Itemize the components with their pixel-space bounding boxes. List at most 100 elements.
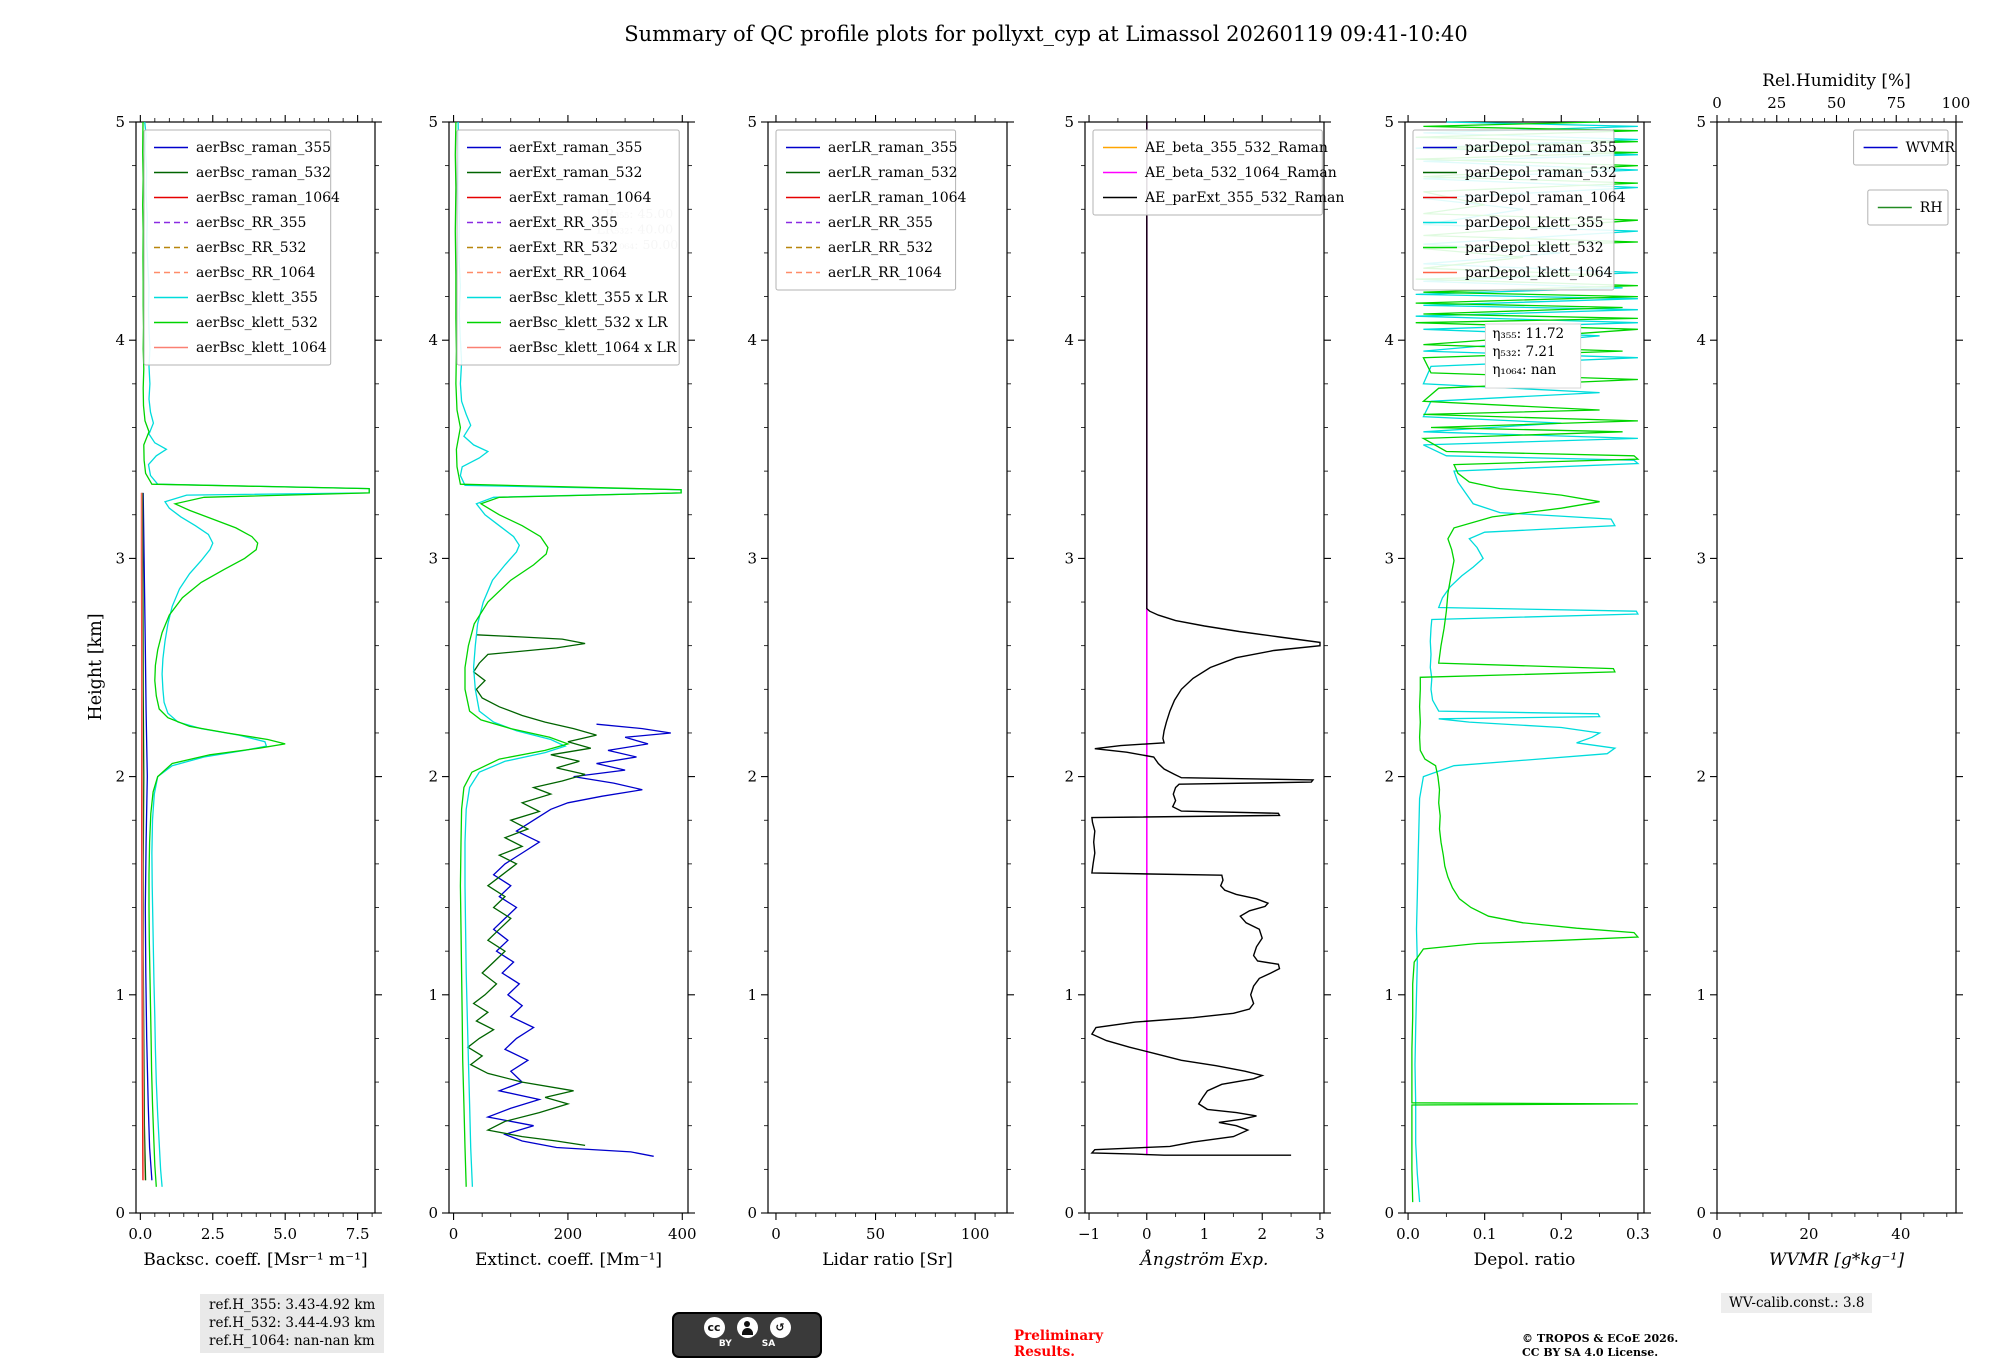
svg-text:100: 100 <box>961 1225 990 1243</box>
svg-text:0: 0 <box>1712 1225 1722 1243</box>
svg-text:4: 4 <box>1696 331 1706 349</box>
svg-text:2.5: 2.5 <box>201 1225 225 1243</box>
wv-calib-box: WV-calib.const.: 3.8 <box>1721 1293 1873 1313</box>
svg-text:0: 0 <box>1712 94 1722 112</box>
series-aerBsc_klett_1064 <box>141 492 145 1181</box>
ref-h-355: ref.H_355: 3.43-4.92 km <box>209 1297 376 1313</box>
svg-text:50: 50 <box>1827 94 1846 112</box>
svg-text:parDepol_raman_1064: parDepol_raman_1064 <box>1465 190 1626 206</box>
cc-badge-icons: cc ↺ <box>703 1317 791 1338</box>
svg-text:1: 1 <box>115 986 125 1004</box>
copyright-line-1: © TROPOS & ECoE 2026. <box>1522 1332 1679 1345</box>
svg-text:Extinct. coeff. [Mm⁻¹]: Extinct. coeff. [Mm⁻¹] <box>475 1250 662 1270</box>
svg-text:1: 1 <box>1384 986 1394 1004</box>
series-aerExt_raman_532 <box>466 634 597 1147</box>
svg-text:aerBsc_raman_1064: aerBsc_raman_1064 <box>196 190 340 206</box>
legend-panel-6: WVMR <box>1853 129 1956 166</box>
svg-text:aerBsc_RR_1064: aerBsc_RR_1064 <box>196 265 315 281</box>
svg-text:aerBsc_klett_355: aerBsc_klett_355 <box>196 290 318 306</box>
svg-text:0.0: 0.0 <box>1396 1225 1420 1243</box>
svg-text:0: 0 <box>115 1204 125 1222</box>
ref-h-532: ref.H_532: 3.44-4.93 km <box>209 1314 376 1331</box>
legend-panel-3: aerLR_raman_355 aerLR_raman_532 aerLR_rama… <box>775 129 967 291</box>
svg-text:0: 0 <box>771 1225 781 1243</box>
svg-text:AE_parExt_355_532_Raman: AE_parExt_355_532_Raman <box>1144 190 1344 206</box>
svg-text:5: 5 <box>1384 113 1394 131</box>
panel-1: 0 1 2 3 4 5 0.0 2.5 5.0 7.5 Backsc. coeff. [Msr⁻¹ … <box>115 113 382 1270</box>
svg-text:3: 3 <box>428 549 438 567</box>
svg-text:aerBsc_RR_355: aerBsc_RR_355 <box>196 215 306 231</box>
preliminary-line-1: Preliminary <box>1014 1328 1104 1344</box>
svg-text:WVMR: WVMR <box>1906 140 1956 156</box>
svg-text:aerBsc_RR_532: aerBsc_RR_532 <box>196 240 306 256</box>
cc-license-badge: cc ↺ BY SA <box>672 1312 822 1358</box>
svg-text:5: 5 <box>747 113 757 131</box>
svg-text:aerLR_raman_532: aerLR_raman_532 <box>828 165 958 181</box>
svg-text:200: 200 <box>554 1225 583 1243</box>
svg-text:3: 3 <box>747 549 757 567</box>
svg-text:400: 400 <box>668 1225 697 1243</box>
svg-text:2: 2 <box>1064 768 1074 786</box>
svg-text:0: 0 <box>1696 1204 1706 1222</box>
svg-text:3: 3 <box>1696 549 1706 567</box>
svg-text:Depol. ratio: Depol. ratio <box>1474 1250 1576 1270</box>
svg-text:1: 1 <box>1696 986 1706 1004</box>
svg-text:η₅₃₂: 7.21: η₅₃₂: 7.21 <box>1492 344 1555 360</box>
svg-text:7.5: 7.5 <box>346 1225 370 1243</box>
cc-by-label: BY <box>718 1339 732 1349</box>
svg-text:AE_beta_355_532_Raman: AE_beta_355_532_Raman <box>1144 140 1328 156</box>
svg-text:2: 2 <box>1257 1225 1267 1243</box>
svg-text:5.0: 5.0 <box>273 1225 297 1243</box>
svg-text:aerLR_RR_532: aerLR_RR_532 <box>828 240 933 256</box>
by-person-icon <box>736 1317 758 1338</box>
svg-text:aerBsc_raman_355: aerBsc_raman_355 <box>196 140 331 156</box>
svg-text:0: 0 <box>1142 1225 1152 1243</box>
svg-text:5: 5 <box>428 113 438 131</box>
svg-text:0: 0 <box>1384 1204 1394 1222</box>
svg-text:Lidar ratio [Sr]: Lidar ratio [Sr] <box>822 1250 952 1270</box>
series-aerBsc_raman_532 <box>142 492 147 1181</box>
svg-text:aerExt_RR_532: aerExt_RR_532 <box>509 240 618 256</box>
series-aerBsc_raman_355 <box>142 492 153 1181</box>
series-aerBsc_klett_532 x LR <box>454 121 682 1187</box>
svg-text:aerExt_raman_1064: aerExt_raman_1064 <box>509 190 651 206</box>
svg-text:75: 75 <box>1887 94 1906 112</box>
svg-text:5: 5 <box>1064 113 1074 131</box>
svg-text:parDepol_klett_355: parDepol_klett_355 <box>1465 215 1604 231</box>
svg-text:2: 2 <box>428 768 438 786</box>
svg-text:parDepol_klett_1064: parDepol_klett_1064 <box>1465 265 1613 281</box>
svg-text:aerBsc_klett_532 x LR: aerBsc_klett_532 x LR <box>509 315 668 331</box>
svg-text:−1: −1 <box>1078 1225 1100 1243</box>
svg-text:0.2: 0.2 <box>1549 1225 1573 1243</box>
svg-text:parDepol_klett_532: parDepol_klett_532 <box>1465 240 1604 256</box>
legend-panel-4: AE_beta_355_532_Raman AE_beta_532_1064_Ra… <box>1092 129 1344 216</box>
svg-text:3: 3 <box>1315 1225 1325 1243</box>
svg-text:2: 2 <box>115 768 125 786</box>
svg-text:1: 1 <box>1200 1225 1210 1243</box>
svg-text:0: 0 <box>747 1204 757 1222</box>
sa-arrow-icon: ↺ <box>769 1317 791 1338</box>
svg-text:5: 5 <box>115 113 125 131</box>
preliminary-line-2: Results. <box>1014 1344 1075 1360</box>
svg-text:4: 4 <box>115 331 125 349</box>
series-aerExt_raman_355 <box>485 723 671 1157</box>
svg-text:3: 3 <box>1064 549 1074 567</box>
svg-text:3: 3 <box>115 549 125 567</box>
chart-canvas: 0 1 2 3 4 5 0.0 2.5 5.0 7.5 Backsc. coeff. [Msr⁻¹ … <box>115 71 1970 1270</box>
svg-text:4: 4 <box>1384 331 1394 349</box>
svg-text:η₃₅₅: 11.72: η₃₅₅: 11.72 <box>1492 326 1564 342</box>
svg-text:25: 25 <box>1767 94 1786 112</box>
svg-text:0: 0 <box>449 1225 459 1243</box>
svg-text:50: 50 <box>866 1225 885 1243</box>
svg-text:20: 20 <box>1799 1225 1818 1243</box>
legend-panel-5: parDepol_raman_355 parDepol_raman_532 parD… <box>1412 129 1626 291</box>
svg-text:aerExt_raman_532: aerExt_raman_532 <box>509 165 642 181</box>
panel-5: 0 1 2 3 4 5 0.0 0.1 0.2 0.3 Depol. ratio η₃₅₅: 11.7… <box>1384 113 1651 1270</box>
cc-sa-label: SA <box>761 1339 776 1349</box>
figure-title: Summary of QC profile plots for pollyxt_… <box>624 22 1468 46</box>
svg-text:2: 2 <box>747 768 757 786</box>
ref-h-1064: ref.H_1064: nan-nan km <box>209 1332 375 1349</box>
svg-text:aerBsc_raman_532: aerBsc_raman_532 <box>196 165 331 181</box>
